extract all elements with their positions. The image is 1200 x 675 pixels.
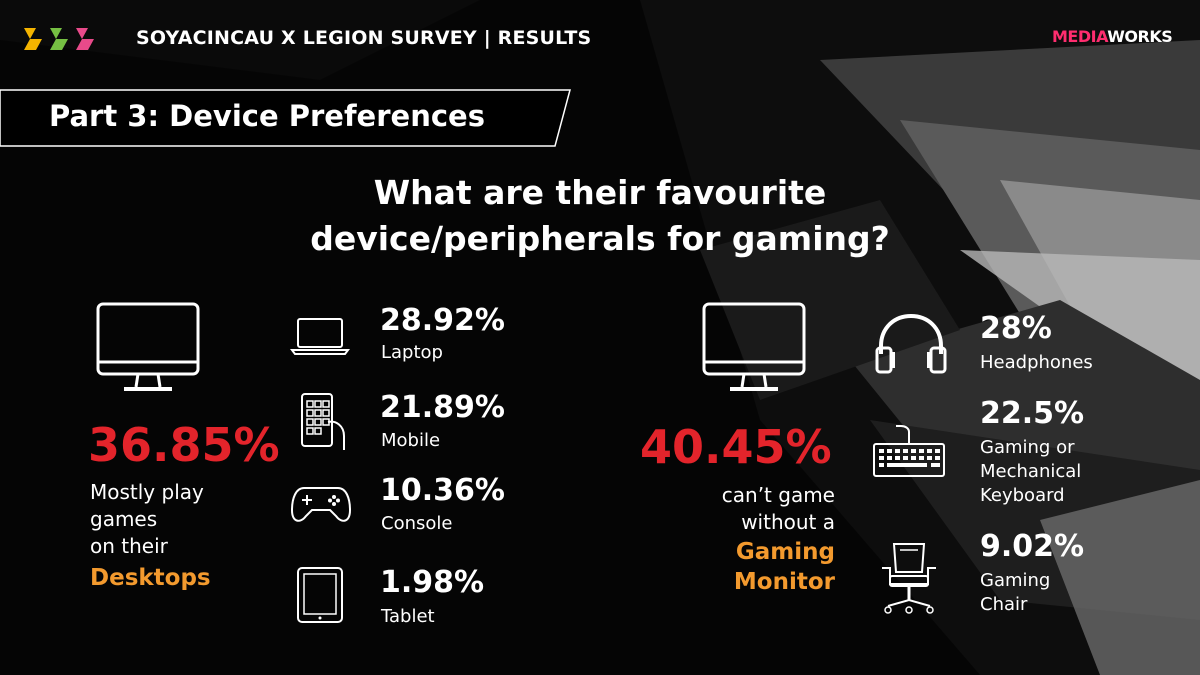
chair-label: Gaming Chair bbox=[980, 570, 1051, 615]
gaming-monitor-icon bbox=[702, 302, 806, 391]
monitor-description: can’t game without a bbox=[721, 483, 835, 534]
keyboard-icon bbox=[873, 425, 945, 477]
keyboard-label: Gaming or Mechanical Keyboard bbox=[980, 437, 1082, 506]
chair-percentage: 9.02% bbox=[980, 529, 1085, 564]
monitor-highlight: Gaming Monitor bbox=[733, 539, 835, 595]
section-title: Part 3: Device Preferences bbox=[49, 99, 485, 133]
tablet-icon bbox=[297, 567, 343, 623]
laptop-icon bbox=[290, 318, 350, 355]
gamepad-icon bbox=[290, 487, 352, 522]
desktop-description: Mostly play games on their bbox=[90, 480, 204, 558]
header-title: SOYACINCAU X LEGION SURVEY | RESULTS bbox=[136, 27, 592, 49]
headphones-label: Headphones bbox=[980, 352, 1093, 373]
console-percentage: 10.36% bbox=[380, 473, 505, 508]
mobile-icon bbox=[301, 393, 345, 450]
tablet-percentage: 1.98% bbox=[380, 565, 485, 600]
company-logo bbox=[24, 28, 94, 50]
laptop-label: Laptop bbox=[381, 342, 443, 363]
section-banner bbox=[0, 89, 571, 147]
gaming-chair-icon bbox=[882, 543, 936, 614]
brand-logo: MEDIAWORKS bbox=[1052, 27, 1173, 46]
laptop-percentage: 28.92% bbox=[380, 303, 505, 338]
monitor-percentage: 40.45% bbox=[640, 420, 832, 474]
console-label: Console bbox=[381, 513, 453, 534]
keyboard-percentage: 22.5% bbox=[980, 396, 1085, 431]
desktop-highlight: Desktops bbox=[90, 565, 211, 591]
desktop-monitor-icon bbox=[96, 302, 200, 391]
mobile-label: Mobile bbox=[381, 430, 441, 451]
mobile-percentage: 21.89% bbox=[380, 390, 505, 425]
headphones-percentage: 28% bbox=[980, 311, 1052, 346]
tablet-label: Tablet bbox=[381, 606, 435, 627]
desktop-percentage: 36.85% bbox=[88, 418, 280, 472]
headphones-icon bbox=[875, 313, 947, 374]
question-title: What are their favourite device/peripher… bbox=[310, 173, 890, 258]
